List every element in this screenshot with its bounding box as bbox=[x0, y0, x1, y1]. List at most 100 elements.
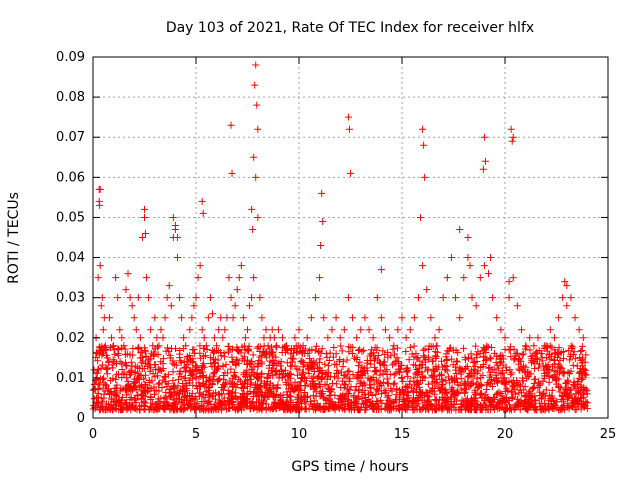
data-point bbox=[453, 357, 461, 365]
data-point bbox=[471, 363, 479, 371]
data-point bbox=[299, 342, 307, 350]
data-point bbox=[536, 388, 544, 396]
data-point bbox=[143, 274, 151, 282]
data-point bbox=[96, 185, 104, 193]
data-point bbox=[159, 355, 167, 363]
data-point bbox=[224, 342, 232, 350]
data-point bbox=[248, 400, 256, 408]
data-point bbox=[357, 378, 365, 386]
data-point bbox=[246, 405, 254, 413]
data-point bbox=[166, 392, 174, 400]
data-point bbox=[439, 381, 447, 389]
data-point bbox=[391, 379, 399, 387]
data-point bbox=[360, 367, 368, 375]
data-point bbox=[98, 343, 106, 351]
data-point bbox=[421, 173, 429, 181]
data-point bbox=[310, 373, 318, 381]
data-point bbox=[559, 396, 567, 404]
data-point bbox=[262, 404, 270, 412]
data-point bbox=[127, 358, 135, 366]
data-point bbox=[341, 371, 349, 379]
data-point bbox=[423, 286, 431, 294]
data-point bbox=[178, 314, 186, 322]
data-point bbox=[310, 385, 318, 393]
data-point bbox=[373, 368, 381, 376]
data-point bbox=[296, 385, 304, 393]
data-point bbox=[367, 384, 375, 392]
data-point bbox=[369, 349, 377, 357]
data-point bbox=[555, 384, 563, 392]
data-point bbox=[145, 361, 153, 369]
y-tick-label: 0.08 bbox=[56, 90, 85, 105]
data-point bbox=[134, 391, 142, 399]
data-point bbox=[305, 362, 313, 370]
data-point bbox=[105, 314, 113, 322]
data-point bbox=[285, 381, 293, 389]
data-point bbox=[216, 375, 224, 383]
data-point bbox=[412, 349, 420, 357]
data-point bbox=[112, 384, 120, 392]
data-point bbox=[146, 367, 154, 375]
data-point bbox=[240, 390, 248, 398]
data-point bbox=[438, 357, 446, 365]
data-point bbox=[460, 274, 468, 282]
data-point bbox=[269, 391, 277, 399]
data-point bbox=[252, 173, 260, 181]
data-point bbox=[474, 367, 482, 375]
data-point bbox=[305, 355, 313, 363]
data-point bbox=[198, 197, 206, 205]
data-point bbox=[317, 242, 325, 250]
data-point bbox=[456, 364, 464, 372]
data-point bbox=[105, 357, 113, 365]
data-point bbox=[175, 397, 183, 405]
data-point bbox=[416, 405, 424, 413]
data-point bbox=[135, 343, 143, 351]
data-point bbox=[378, 390, 386, 398]
data-point bbox=[514, 356, 522, 364]
data-point bbox=[196, 405, 204, 413]
data-point bbox=[278, 349, 286, 357]
data-point bbox=[410, 342, 418, 350]
data-point bbox=[169, 213, 177, 221]
data-point bbox=[228, 401, 236, 409]
data-point bbox=[129, 344, 137, 352]
data-point bbox=[94, 398, 102, 406]
data-point bbox=[176, 294, 184, 302]
data-point bbox=[343, 400, 351, 408]
data-point bbox=[522, 342, 530, 350]
data-point bbox=[510, 345, 518, 353]
data-point bbox=[394, 326, 402, 334]
data-point bbox=[294, 386, 302, 394]
data-point bbox=[389, 345, 397, 353]
data-point bbox=[245, 360, 253, 368]
data-point bbox=[382, 387, 390, 395]
data-point bbox=[261, 394, 269, 402]
data-point bbox=[510, 406, 518, 414]
data-point bbox=[258, 352, 266, 360]
data-point bbox=[567, 367, 575, 375]
data-point bbox=[171, 345, 179, 353]
data-point bbox=[253, 101, 261, 109]
y-tick-label: 0.07 bbox=[56, 130, 85, 145]
data-point bbox=[394, 404, 402, 412]
data-point bbox=[374, 356, 382, 364]
data-point bbox=[180, 364, 188, 372]
data-point bbox=[349, 314, 357, 322]
data-point bbox=[266, 405, 274, 413]
data-point bbox=[485, 395, 493, 403]
data-point bbox=[546, 355, 554, 363]
data-point bbox=[295, 391, 303, 399]
data-point bbox=[558, 405, 566, 413]
data-point bbox=[164, 371, 172, 379]
data-point bbox=[108, 406, 116, 414]
data-point bbox=[114, 370, 122, 378]
data-point bbox=[318, 373, 326, 381]
data-point bbox=[481, 157, 489, 165]
data-point bbox=[98, 361, 106, 369]
data-point bbox=[466, 406, 474, 414]
data-point bbox=[353, 400, 361, 408]
data-point bbox=[263, 353, 271, 361]
data-point bbox=[421, 398, 429, 406]
data-point bbox=[492, 371, 500, 379]
data-point bbox=[108, 361, 116, 369]
